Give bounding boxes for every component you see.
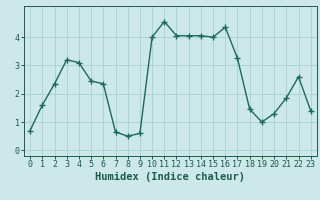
X-axis label: Humidex (Indice chaleur): Humidex (Indice chaleur) <box>95 172 245 182</box>
